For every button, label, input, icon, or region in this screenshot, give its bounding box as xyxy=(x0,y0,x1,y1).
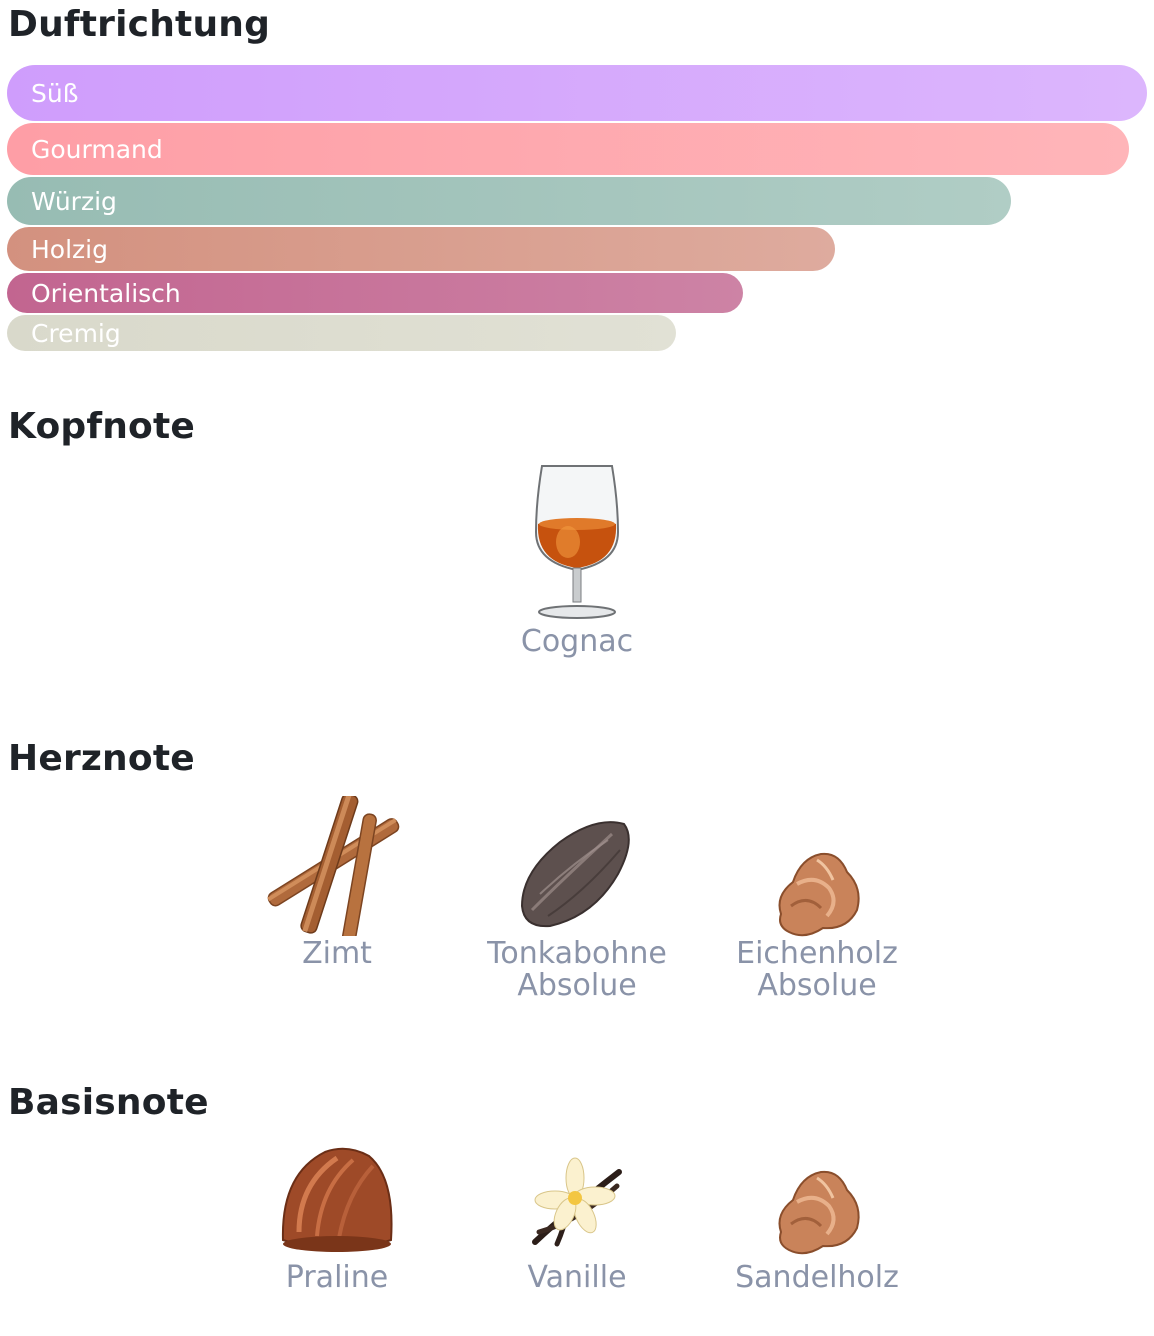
top-notes-title: Kopfnote xyxy=(8,406,196,447)
accord-label: Orientalisch xyxy=(31,278,181,308)
accord-bar-cremig: Cremig xyxy=(7,315,677,351)
note-label: Cognac xyxy=(520,624,634,659)
accord-label: Würzig xyxy=(31,186,117,216)
note-label: Tonkabohne Absolue xyxy=(487,936,667,1003)
accord-bars: Süß Gourmand Würzig Holzig Orientalisch … xyxy=(7,65,1147,353)
tonka-bean-icon xyxy=(520,821,630,928)
note-label: Sandelholz xyxy=(735,1260,899,1295)
accords-title: Duftrichtung xyxy=(8,4,271,45)
cognac-glass-icon xyxy=(534,465,620,619)
base-notes-title: Basisnote xyxy=(8,1082,209,1123)
accord-bar-orientalisch: Orientalisch xyxy=(7,273,744,313)
accord-label: Holzig xyxy=(31,234,108,264)
cinnamon-icon xyxy=(267,796,400,936)
vanilla-icon xyxy=(532,1157,622,1247)
accord-bar-wuerzig: Würzig xyxy=(7,177,1012,225)
accord-label: Gourmand xyxy=(31,134,163,164)
praline-icon xyxy=(281,1147,393,1252)
note-label: Eichenholz Absolue xyxy=(736,936,898,1003)
sandalwood-icon xyxy=(778,1170,860,1255)
note-label: Vanille xyxy=(527,1260,627,1295)
accord-bar-gourmand: Gourmand xyxy=(7,123,1129,175)
note-label: Praline xyxy=(285,1260,389,1295)
accord-bar-holzig: Holzig xyxy=(7,227,835,271)
accord-label: Süß xyxy=(31,78,79,108)
accord-label: Cremig xyxy=(31,318,121,348)
note-label: Zimt xyxy=(302,936,372,971)
heart-notes-title: Herznote xyxy=(8,738,195,779)
wood-chip-icon xyxy=(778,852,860,937)
accord-bar-suess: Süß xyxy=(7,65,1147,121)
